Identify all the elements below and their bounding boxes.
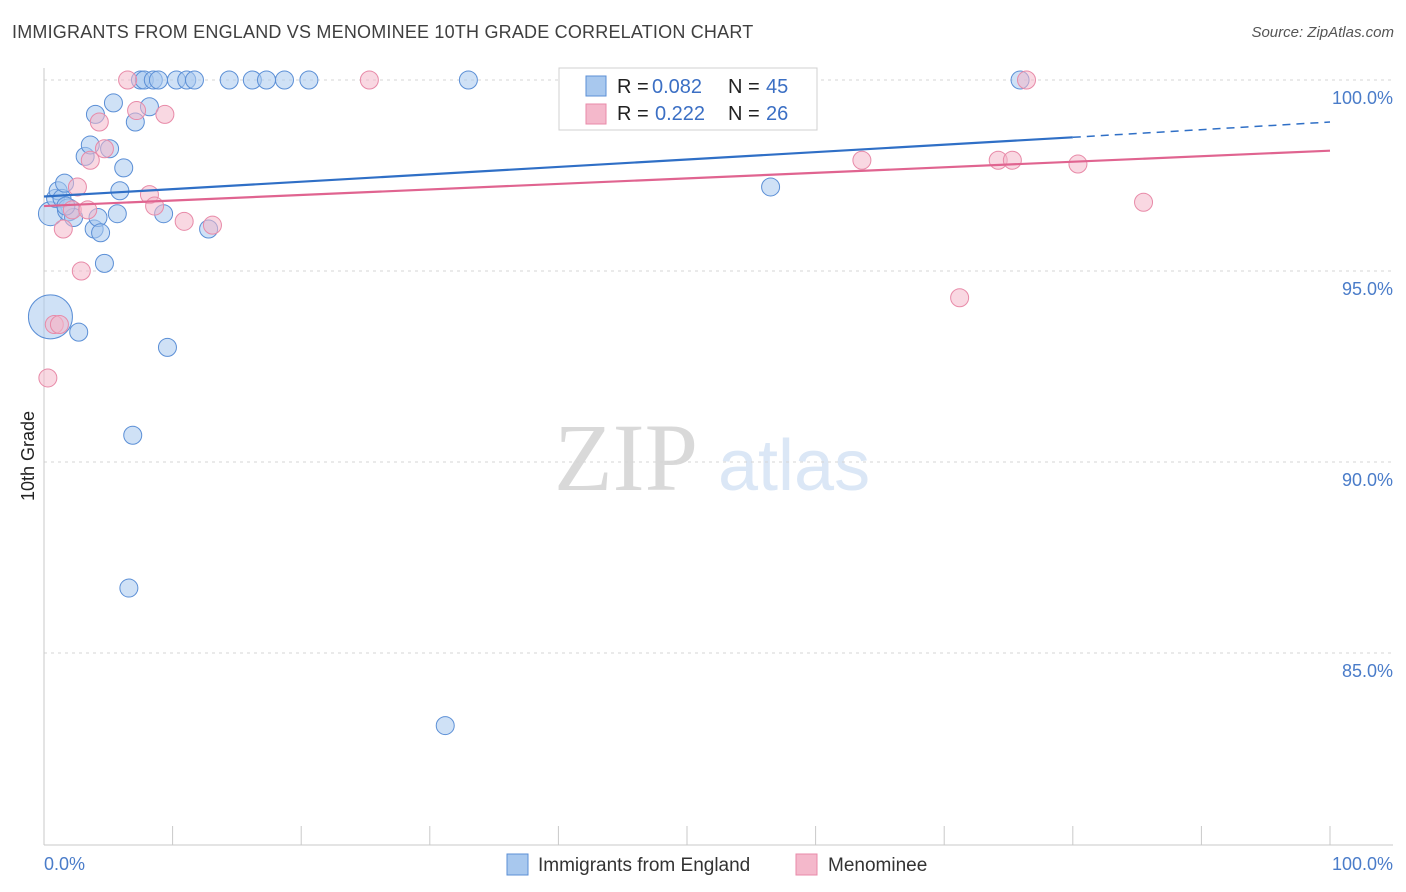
point-pink-20: [950, 288, 970, 308]
stats-box: R = 0.082 N = 45 R = 0.222 N = 26: [558, 67, 818, 131]
y-tick-label-100: 100.0%: [1332, 88, 1393, 108]
point-pink-12: [127, 101, 147, 121]
point-pink-5: [67, 177, 87, 197]
stats-swatch-pink: [585, 103, 607, 125]
point-pink-6: [71, 261, 91, 281]
stats-r-value-blue: 0.082: [652, 76, 702, 98]
trend-line-blue-extension: [1072, 121, 1331, 139]
point-blue-33: [184, 70, 204, 90]
stats-r-label-pink: R =: [617, 103, 649, 125]
watermark-atlas: atlas: [718, 426, 870, 506]
x-tick-label-min: 0.0%: [44, 854, 85, 874]
point-blue-30: [157, 337, 177, 357]
legend-label-blue: Immigrants from England: [538, 855, 750, 876]
x-tick-label-max: 100.0%: [1332, 854, 1393, 874]
stats-n-label-blue: N =: [728, 76, 760, 98]
point-pink-10: [94, 139, 114, 159]
point-pink-15: [155, 104, 175, 124]
point-pink-25: [1134, 192, 1154, 212]
trend-lines: [43, 121, 1331, 208]
point-pink-24: [1068, 154, 1088, 174]
y-tick-label-85: 85.0%: [1342, 661, 1393, 681]
point-pink-8: [80, 150, 100, 170]
point-pink-14: [145, 196, 165, 216]
point-blue-41: [458, 70, 478, 90]
stats-r-value-pink: 0.222: [655, 103, 705, 125]
point-blue-22: [123, 425, 143, 445]
point-pink-2: [49, 314, 69, 334]
point-pink-18: [359, 70, 379, 90]
point-blue-20: [114, 158, 134, 178]
point-pink-3: [53, 219, 73, 239]
stats-n-label-pink: N =: [728, 103, 760, 125]
source-label: Source: ZipAtlas.com: [1251, 24, 1394, 41]
point-pink-0: [38, 368, 58, 388]
legend-swatch-pink: [795, 853, 818, 876]
point-blue-37: [256, 70, 276, 90]
point-blue-14: [91, 223, 111, 243]
point-blue-21: [119, 578, 139, 598]
y-tick-label-95: 95.0%: [1342, 279, 1393, 299]
point-pink-19: [852, 150, 872, 170]
point-pink-11: [118, 70, 138, 90]
point-pink-9: [89, 112, 109, 132]
stats-r-label-blue: R =: [617, 76, 649, 98]
point-pink-22: [1002, 150, 1022, 170]
y-tick-labels: 85.0% 90.0% 95.0% 100.0%: [1332, 88, 1393, 681]
point-blue-15: [94, 253, 114, 273]
watermark-zip: ZIP: [554, 404, 698, 511]
point-pink-23: [1017, 70, 1037, 90]
point-blue-8: [69, 322, 89, 342]
point-pink-16: [174, 211, 194, 231]
point-blue-18: [107, 204, 127, 224]
trend-line-blue: [43, 136, 1073, 198]
point-pink-17: [202, 215, 222, 235]
data-points: [27, 70, 1154, 736]
legend-label-pink: Menominee: [828, 855, 927, 876]
point-blue-42: [761, 177, 781, 197]
point-blue-38: [274, 70, 294, 90]
point-blue-17: [103, 93, 123, 113]
point-blue-39: [299, 70, 319, 90]
stats-swatch-blue: [585, 75, 607, 97]
y-tick-label-90: 90.0%: [1342, 470, 1393, 490]
stats-n-value-pink: 26: [766, 103, 788, 125]
point-blue-40: [435, 716, 455, 736]
legend: Immigrants from England Menominee: [506, 853, 927, 876]
point-blue-35: [219, 70, 239, 90]
stats-n-value-blue: 45: [766, 76, 788, 98]
trend-line-pink: [43, 149, 1331, 208]
x-ticks: [43, 826, 1331, 845]
gridlines: [44, 79, 1393, 654]
point-blue-28: [148, 70, 168, 90]
legend-swatch-blue: [506, 853, 529, 876]
chart-title: IMMIGRANTS FROM ENGLAND VS MENOMINEE 10T…: [12, 22, 754, 42]
y-axis-label: 10th Grade: [18, 411, 38, 501]
